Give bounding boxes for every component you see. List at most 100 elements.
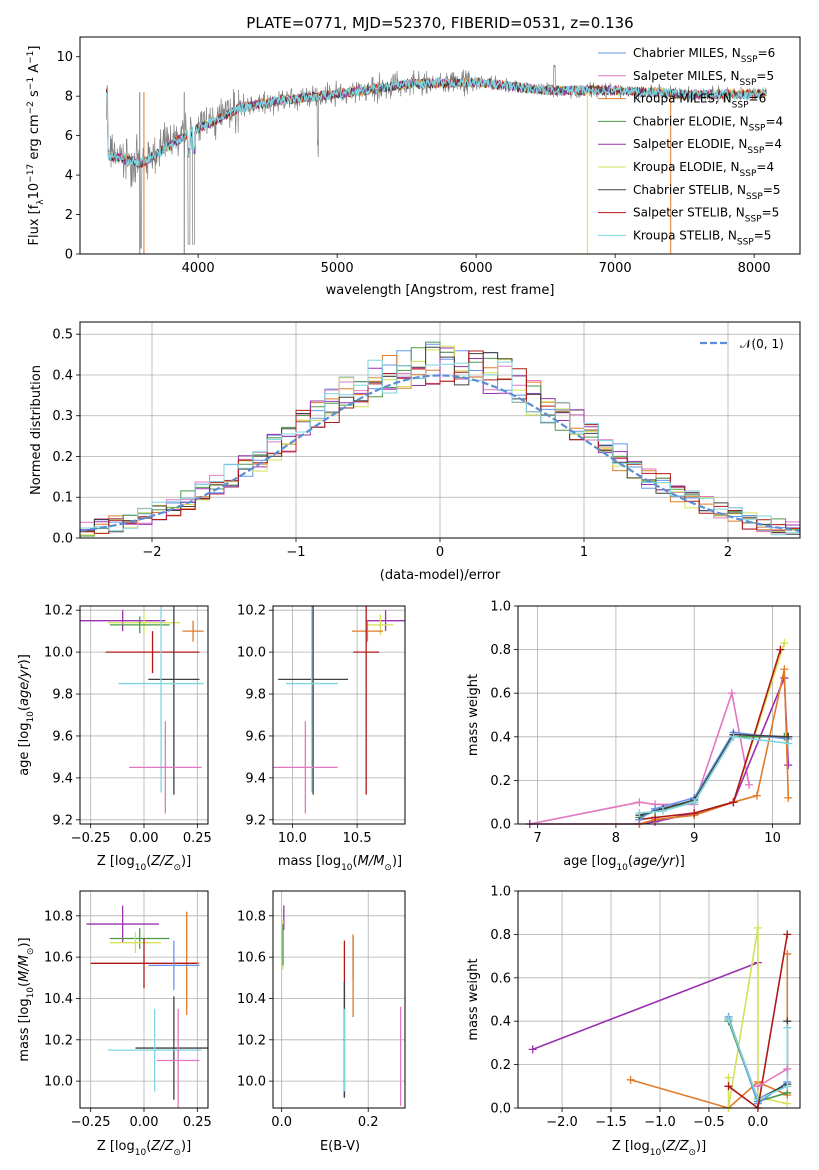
- spectrum-xlabel: wavelength [Angstrom, rest frame]: [326, 283, 555, 298]
- age-mass-xlabel: mass [log10(M/M⊙)]: [278, 854, 402, 873]
- weight-Z-xlabel: Z [log10(Z/Z⊙)]: [612, 1139, 706, 1158]
- weight-marker: [780, 639, 789, 648]
- model-spectrum-kroupa-miles: [106, 77, 767, 168]
- weight-Z-frame: [517, 890, 801, 1109]
- weight-age-frame: [517, 605, 801, 825]
- weight-marker: [724, 1015, 733, 1024]
- histogram-salpeter-elodie: [80, 347, 800, 532]
- age-Z-plot-area: [80, 606, 204, 814]
- age-Z-panel: −0.25 0.00 0.25 9.2 9.4 9.6 9.8 10.0 10.2 Z [log1…: [17, 604, 212, 873]
- weight-line: [639, 736, 785, 819]
- y-tick-label: 9.8: [245, 688, 266, 703]
- weight-marker: [690, 798, 699, 807]
- y-tick-label: 0.2: [490, 1058, 511, 1073]
- x-tick-label: 8: [612, 831, 620, 846]
- x-tick-label: −0.5: [693, 1115, 725, 1130]
- x-tick-label: 10.0: [278, 831, 307, 846]
- y-tick-label: 0.6: [490, 687, 511, 702]
- legend-label: Kroupa MILES, NSSP=6: [633, 92, 766, 111]
- y-tick-label: 0.4: [490, 1015, 511, 1030]
- weight-Z-ylabel: mass weight: [466, 958, 481, 1040]
- mass-EBV-plot-area: [282, 905, 402, 1106]
- y-tick-label: 0.4: [52, 368, 73, 383]
- residual-xlabel: (data-model)/error: [380, 568, 501, 583]
- y-tick-label: 2: [65, 208, 73, 223]
- y-tick-label: 9.2: [245, 813, 266, 828]
- age-Z-ylabel: age [log10(age/yr)]: [17, 654, 36, 776]
- y-tick-label: 1.0: [490, 600, 511, 615]
- y-tick-label: 0.0: [52, 532, 73, 547]
- x-tick-label: −0.25: [71, 1115, 111, 1130]
- weight-marker: [784, 739, 793, 748]
- y-tick-label: 10.0: [237, 646, 266, 661]
- residual-ylabel: Normed distribution: [29, 365, 44, 495]
- x-tick-label: 4000: [182, 261, 215, 276]
- weight-marker: [753, 1082, 762, 1091]
- x-tick-label: −2.0: [546, 1115, 578, 1130]
- x-tick-label: −1: [286, 545, 305, 560]
- y-tick-label: 0.6: [490, 971, 511, 986]
- weight-marker: [752, 791, 761, 800]
- weight-marker: [783, 1023, 792, 1032]
- weight-marker: [729, 798, 738, 807]
- legend-label: Chabrier MILES, NSSP=6: [633, 46, 775, 65]
- residual-plot-area: [80, 341, 800, 537]
- spectrum-ylabel: Flux [fλ10−17 erg cm−2 s−1 A−1]: [26, 46, 46, 246]
- y-tick-label: 10.0: [44, 1075, 73, 1090]
- y-tick-label: 0.5: [52, 328, 73, 343]
- weight-marker: [724, 1082, 733, 1091]
- x-tick-label: −1.0: [644, 1115, 676, 1130]
- legend-label: Chabrier STELIB, NSSP=5: [633, 183, 781, 202]
- weight-marker: [745, 780, 754, 789]
- y-tick-label: 9.2: [52, 813, 73, 828]
- weight-line: [757, 1068, 788, 1087]
- y-tick-label: 8: [65, 90, 73, 105]
- y-tick-label: 0.0: [490, 818, 511, 833]
- weight-marker: [783, 930, 792, 939]
- legend-label: Salpeter ELODIE, NSSP=4: [633, 137, 782, 156]
- y-tick-label: 0.1: [52, 491, 73, 506]
- y-tick-label: 10.2: [237, 604, 266, 619]
- age-mass-frame: [272, 605, 406, 825]
- weight-Z-panel: −2.0 −1.5 −1.0 −0.5 0.0 0.0 0.2 0.4 0.6 0.8 1.0 Z […: [466, 885, 801, 1158]
- x-tick-label: 0.00: [130, 831, 159, 846]
- weight-marker: [780, 665, 789, 674]
- y-tick-label: 0.8: [490, 643, 511, 658]
- x-tick-label: 0.0: [748, 1115, 769, 1130]
- x-tick-label: −1.5: [595, 1115, 627, 1130]
- y-tick-label: 10.6: [44, 951, 73, 966]
- y-tick-label: 0.4: [490, 730, 511, 745]
- weight-line: [532, 961, 759, 1051]
- weight-age-panel: 7 8 9 10 0.0 0.2 0.4 0.6 0.8 1.0 age [log10(age/yr…: [466, 600, 801, 873]
- y-tick-label: 0: [65, 248, 73, 263]
- weight-line: [727, 927, 788, 1109]
- y-tick-label: 10: [56, 50, 73, 65]
- legend-label: Salpeter STELIB, NSSP=5: [633, 206, 779, 225]
- y-tick-label: 10.6: [237, 951, 266, 966]
- x-tick-label: −0.25: [71, 831, 111, 846]
- x-tick-label: 1: [580, 545, 588, 560]
- x-tick-label: 0.25: [183, 1115, 212, 1130]
- mass-Z-ylabel: mass [log10(M/M⊙)]: [17, 937, 36, 1061]
- residual-frame: [79, 321, 801, 539]
- age-Z-xlabel: Z [log10(Z/Z⊙)]: [97, 854, 191, 873]
- weight-marker: [727, 689, 736, 698]
- weight-marker: [753, 1095, 762, 1104]
- y-tick-label: 10.4: [44, 992, 73, 1007]
- x-tick-label: 10.5: [343, 831, 372, 846]
- y-tick-label: 9.6: [245, 729, 266, 744]
- model-spectrum-chabrier-stelib: [106, 76, 767, 168]
- weight-marker: [783, 1064, 792, 1073]
- mass-Z-xlabel: Z [log10(Z/Z⊙)]: [97, 1139, 191, 1158]
- spectrum-plot-area: [105, 64, 767, 254]
- age-mass-plot-area: [273, 606, 405, 814]
- histogram-salpeter-stelib: [80, 350, 800, 534]
- x-tick-label: 7000: [599, 261, 632, 276]
- y-tick-label: 10.8: [237, 909, 266, 924]
- weight-marker: [690, 809, 699, 818]
- age-Z-frame: [79, 605, 209, 825]
- x-tick-label: 0.2: [358, 1115, 379, 1130]
- y-tick-label: 10.0: [237, 1075, 266, 1090]
- legend-label: Kroupa ELODIE, NSSP=4: [633, 160, 774, 179]
